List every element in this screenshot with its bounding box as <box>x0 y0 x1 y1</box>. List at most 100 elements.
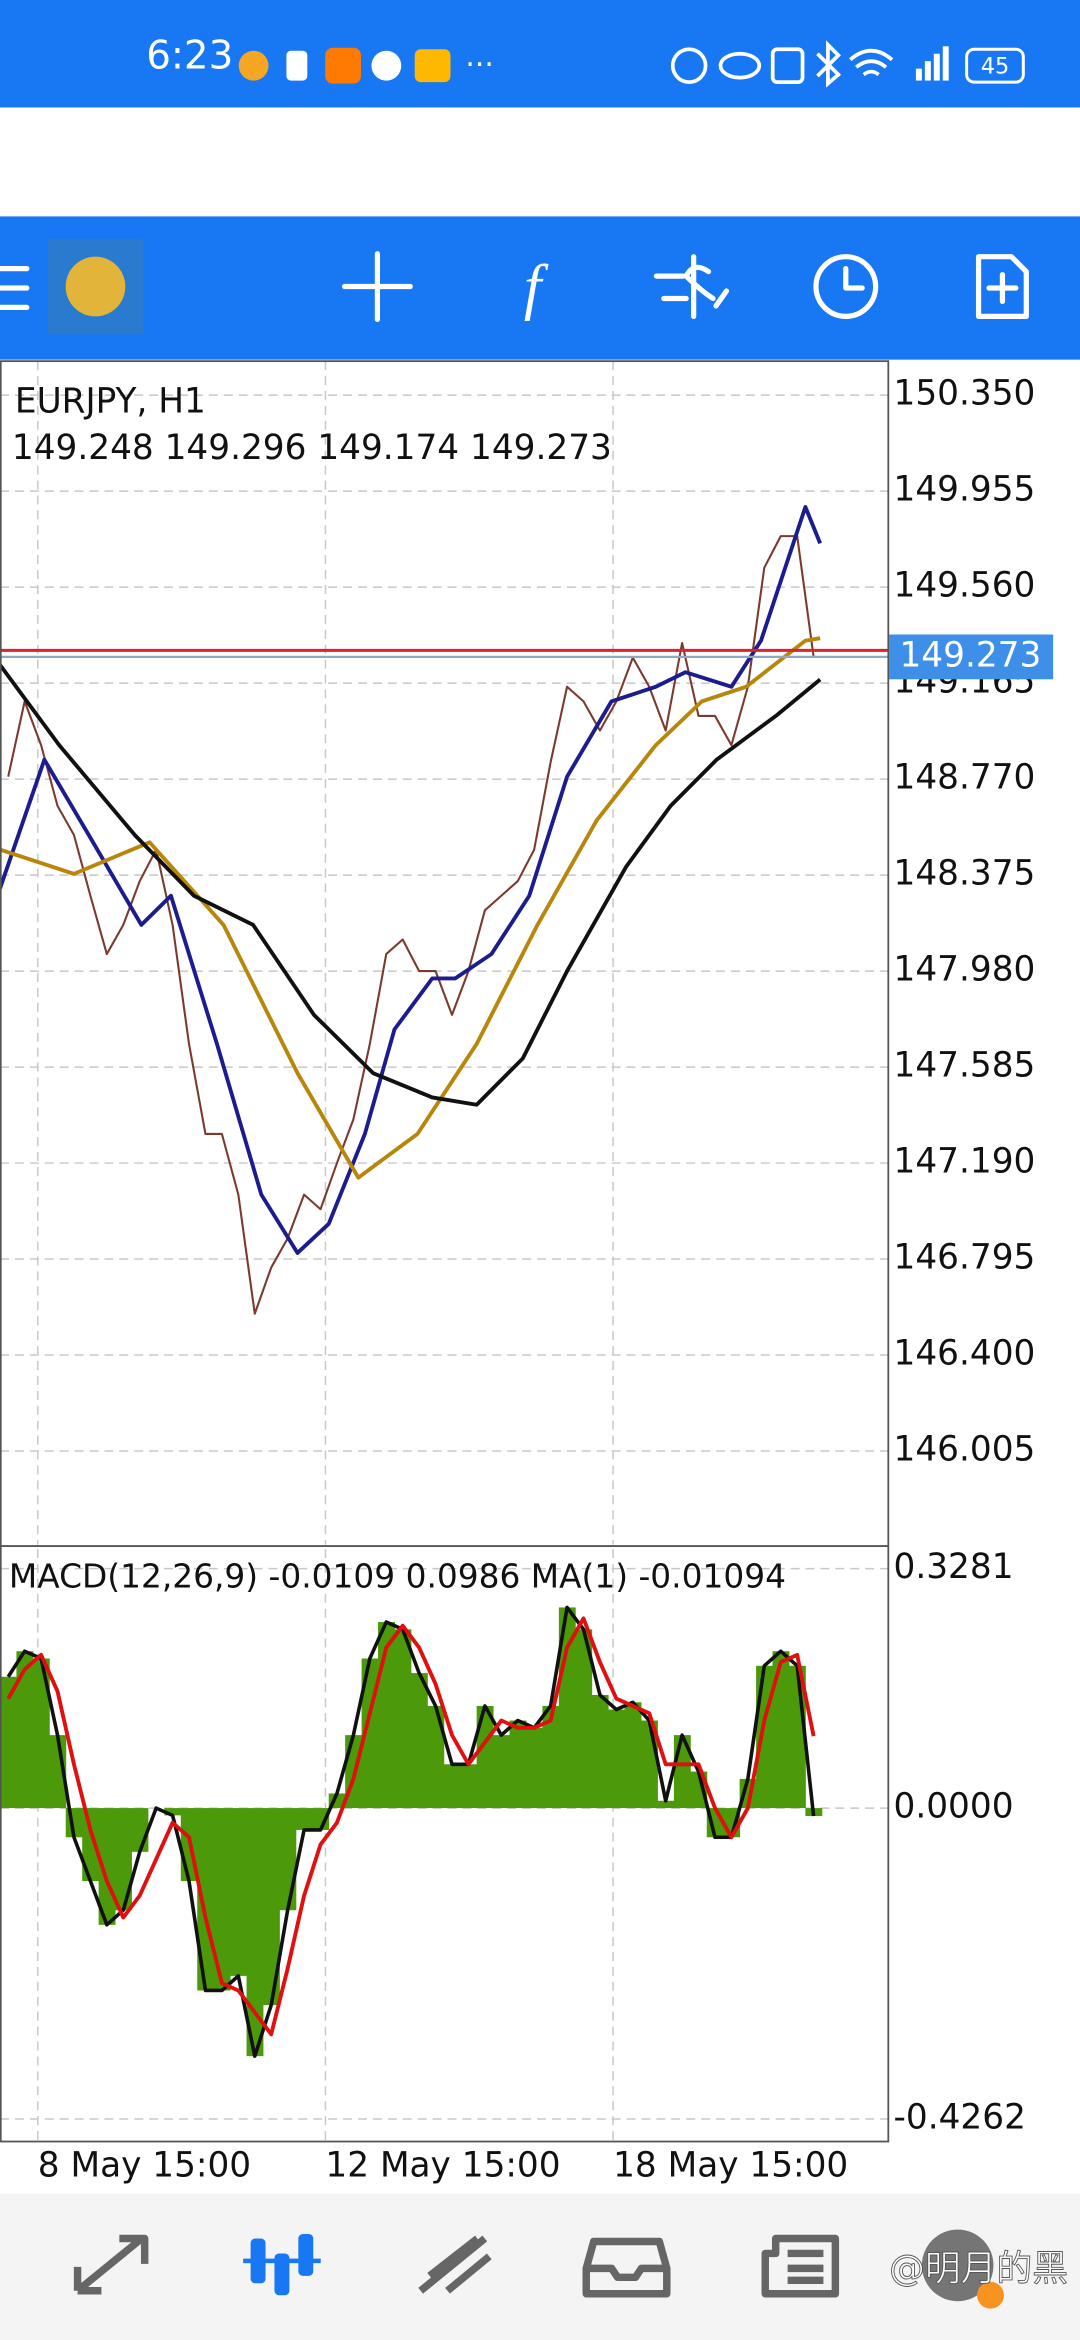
macd-outline <box>6 1605 816 2058</box>
macd-bar <box>295 1808 313 1830</box>
macd-bar <box>0 1676 17 1809</box>
macd-bar <box>115 1808 132 1911</box>
y-tick-label: 149.955 <box>894 470 1036 510</box>
icon <box>915 68 922 81</box>
icon <box>286 50 308 81</box>
y-tick-label: 148.375 <box>894 854 1036 894</box>
macd-main: -0.0109 <box>269 1557 396 1595</box>
close: 149.273 <box>470 428 612 468</box>
y-tick-label: 150.350 <box>894 374 1036 414</box>
trade-tab[interactable] <box>418 2235 492 2294</box>
icon <box>942 46 949 81</box>
ma-value: -0.01094 <box>638 1557 785 1595</box>
macd-bar <box>32 1658 50 1809</box>
chart-title: EURJPY, H1 <box>15 381 206 421</box>
history-tab[interactable] <box>582 2237 671 2298</box>
icon <box>770 47 805 84</box>
open: 149.248 <box>12 428 154 468</box>
macd-bar <box>312 1808 330 1830</box>
more-dots: ··· <box>465 48 493 83</box>
macd-bar <box>476 1705 494 1809</box>
chart-area <box>0 361 1052 2142</box>
y-tick-label: 149.560 <box>894 566 1036 606</box>
quotes-tab[interactable] <box>73 2234 149 2295</box>
y-tick-label: 147.190 <box>894 1142 1036 1182</box>
x-tick-label: 12 May 15:00 <box>325 2145 560 2185</box>
macd-bar <box>16 1651 34 1809</box>
macd-bar <box>756 1665 773 1809</box>
watermark: @明月的黑 <box>889 2248 1068 2289</box>
macd-header: MACD(12,26,9) -0.0109 0.0986 MA(1) -0.01… <box>9 1557 786 1595</box>
bottom-nav <box>0 2193 1080 2340</box>
chart-border <box>0 360 890 2143</box>
timeframe-button[interactable] <box>813 254 879 319</box>
macd-bar <box>509 1720 527 1809</box>
menu-button[interactable] <box>0 266 30 311</box>
avatar[interactable] <box>921 2229 994 2302</box>
icon <box>325 47 361 84</box>
clock: 6:23 <box>146 34 233 79</box>
macd-bar <box>575 1629 593 1809</box>
icon <box>816 40 842 88</box>
notification-icons: ··· <box>238 47 494 84</box>
macd-bar <box>657 1800 675 1809</box>
icon <box>849 48 894 77</box>
macd-bar <box>542 1705 560 1809</box>
ohlc-values: 149.248 149.296 149.174 149.273 <box>12 428 612 468</box>
crosshair-button[interactable] <box>341 251 413 322</box>
macd-bar <box>591 1694 609 1809</box>
macd-bar <box>608 1709 626 1809</box>
menu-icon[interactable] <box>0 266 30 311</box>
macd-bar <box>394 1629 412 1809</box>
objects-button[interactable] <box>653 254 730 319</box>
signal-line <box>6 1616 816 2037</box>
low: 149.174 <box>317 428 459 468</box>
icon <box>414 49 451 83</box>
y-tick-label: 146.005 <box>894 1430 1036 1470</box>
macd-bar <box>410 1673 428 1809</box>
clock-icon[interactable] <box>813 254 879 319</box>
icon <box>238 50 269 81</box>
macd-bar <box>197 1808 215 1991</box>
moving-average <box>0 636 821 1180</box>
macd-bar <box>772 1651 790 1809</box>
icon <box>371 50 402 81</box>
y-tick-label: 148.770 <box>894 758 1036 798</box>
new-order-button[interactable] <box>975 254 1029 319</box>
tab-icon[interactable] <box>274 2253 290 2296</box>
system-icons: 45 <box>670 40 1025 88</box>
news-tab[interactable] <box>761 2234 840 2298</box>
y-tick-label: 0.0000 <box>894 1787 1014 1827</box>
battery-level: 45 <box>981 54 1009 80</box>
clock-hands[interactable] <box>843 266 865 291</box>
y-tick-label: 147.980 <box>894 950 1036 990</box>
y-tick-label: 147.585 <box>894 1046 1036 1086</box>
macd-bar <box>164 1808 182 1816</box>
logo-globe <box>65 256 126 317</box>
macd-bar <box>213 1808 231 1991</box>
macd-bar <box>493 1735 510 1809</box>
macd-bar <box>443 1764 461 1809</box>
x-tick-label: 18 May 15:00 <box>613 2145 848 2185</box>
macd-bar <box>230 1808 247 1976</box>
x-tick-label: 8 May 15:00 <box>38 2145 251 2185</box>
icon <box>924 61 931 81</box>
chart-tab[interactable] <box>243 2234 321 2296</box>
ma-label: MA(1) <box>531 1557 628 1595</box>
icon <box>718 51 762 80</box>
macd-bar <box>262 1808 280 2006</box>
current-price-label: 149.273 <box>900 635 1042 675</box>
battery <box>965 47 1025 84</box>
y-tick-label: 146.795 <box>894 1238 1036 1278</box>
icon <box>670 47 708 84</box>
macd-signal: 0.0986 <box>406 1557 521 1595</box>
tab-icon[interactable] <box>298 2234 314 2276</box>
y-tick-label: 146.400 <box>894 1334 1036 1374</box>
macd-title: MACD(12,26,9) <box>9 1557 258 1595</box>
macd-bar <box>624 1702 642 1809</box>
macd-bar <box>279 1808 297 1911</box>
macd-bar <box>82 1808 100 1882</box>
current-price-tag <box>889 634 1054 680</box>
y-tick-label: 0.3281 <box>894 1547 1014 1587</box>
